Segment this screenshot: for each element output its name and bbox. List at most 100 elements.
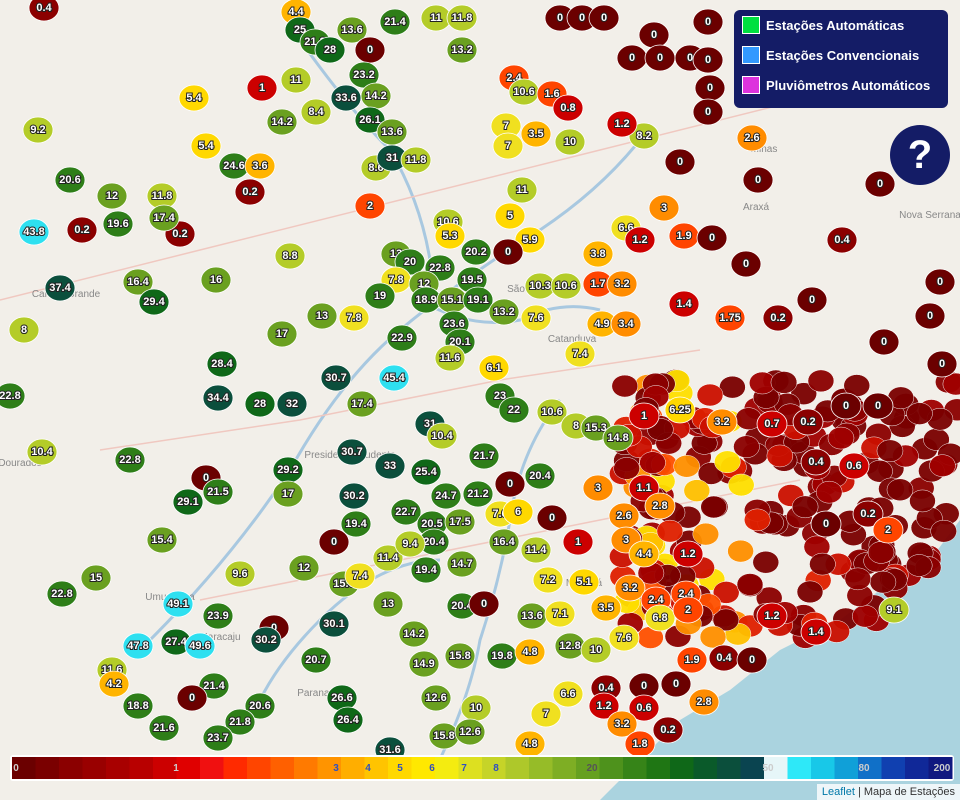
station-marker[interactable]: 2.8 — [688, 688, 720, 716]
station-marker[interactable]: 0.4 — [826, 226, 858, 254]
station-marker[interactable]: 20.4 — [446, 592, 478, 620]
station-marker[interactable]: 3.8 — [582, 240, 614, 268]
station-marker[interactable]: 43.8 — [18, 218, 50, 246]
station-marker[interactable]: 22.8 — [114, 446, 146, 474]
station-marker[interactable]: 6.8 — [644, 604, 676, 632]
station-marker[interactable]: 4.4 — [628, 540, 660, 568]
station-marker[interactable]: 21.8 — [224, 708, 256, 736]
station-marker[interactable]: 1.9 — [668, 222, 700, 250]
station-marker[interactable]: 21.4 — [198, 672, 230, 700]
station-marker[interactable]: 0 — [616, 44, 648, 72]
station-marker[interactable]: 34.4 — [202, 384, 234, 412]
station-marker[interactable]: 17.4 — [346, 390, 378, 418]
station-marker[interactable]: 27.4 — [160, 628, 192, 656]
station-marker[interactable]: 0 — [868, 328, 900, 356]
station-marker[interactable]: 10.6 — [536, 398, 568, 426]
station-marker[interactable]: 5 — [494, 202, 526, 230]
station-marker[interactable]: 3.5 — [590, 594, 622, 622]
station-marker[interactable]: 12 — [96, 182, 128, 210]
station-marker[interactable]: 2 — [354, 192, 386, 220]
station-marker[interactable]: 7 — [530, 700, 562, 728]
station-marker[interactable]: 6.1 — [478, 354, 510, 382]
station-marker[interactable]: 0 — [494, 470, 526, 498]
help-button[interactable]: ? — [890, 125, 950, 185]
station-marker[interactable]: 6.25 — [664, 396, 696, 424]
station-marker[interactable]: 26.1 — [354, 106, 386, 134]
station-marker[interactable]: 5.4 — [190, 132, 222, 160]
station-marker[interactable]: 22 — [498, 396, 530, 424]
station-marker[interactable]: 1 — [562, 528, 594, 556]
station-marker[interactable]: 30.7 — [336, 438, 368, 466]
station-marker[interactable]: 0 — [492, 238, 524, 266]
station-marker[interactable]: 3.2 — [606, 710, 638, 738]
station-marker[interactable]: 5.4 — [178, 84, 210, 112]
station-marker[interactable]: 0 — [694, 74, 726, 102]
station-marker[interactable]: 45.4 — [378, 364, 410, 392]
station-marker[interactable]: 21.2 — [462, 480, 494, 508]
station-marker[interactable]: 19.4 — [410, 556, 442, 584]
station-marker[interactable]: 12.8 — [554, 632, 586, 660]
station-marker[interactable]: 3.5 — [520, 120, 552, 148]
station-marker[interactable]: 9.1 — [878, 596, 910, 624]
station-marker[interactable]: 0.6 — [628, 694, 660, 722]
station-marker[interactable]: 19.1 — [462, 286, 494, 314]
station-marker[interactable]: 17 — [266, 320, 298, 348]
station-marker[interactable]: 15 — [80, 564, 112, 592]
station-marker[interactable]: 14.2 — [266, 108, 298, 136]
station-marker[interactable]: 22.8 — [46, 580, 78, 608]
station-marker[interactable]: 1 — [628, 402, 660, 430]
station-marker[interactable]: 21.7 — [468, 442, 500, 470]
station-marker[interactable]: 7.8 — [338, 304, 370, 332]
station-marker[interactable]: 0 — [536, 504, 568, 532]
station-marker[interactable]: 20.4 — [524, 462, 556, 490]
station-marker[interactable]: 20.7 — [300, 646, 332, 674]
station-marker[interactable]: 15.1 — [436, 286, 468, 314]
station-marker[interactable]: 0.2 — [234, 178, 266, 206]
station-marker[interactable]: 14.8 — [602, 424, 634, 452]
station-marker[interactable]: 1.7 — [582, 270, 614, 298]
station-marker[interactable]: 31 — [414, 410, 446, 438]
station-marker[interactable]: 2.6 — [608, 502, 640, 530]
station-marker[interactable]: 19.6 — [102, 210, 134, 238]
station-marker[interactable]: 8 — [8, 316, 40, 344]
station-marker[interactable]: 12.6 — [420, 684, 452, 712]
station-marker[interactable]: 13.2 — [488, 298, 520, 326]
station-marker[interactable]: 23.7 — [202, 724, 234, 752]
station-marker[interactable]: 0.2 — [852, 500, 884, 528]
station-marker[interactable]: 21.6 — [148, 714, 180, 742]
station-marker[interactable]: 13.6 — [376, 118, 408, 146]
station-marker[interactable]: 11.6 — [434, 344, 466, 372]
station-marker[interactable]: 1.4 — [800, 618, 832, 646]
station-marker[interactable]: 15.4 — [146, 526, 178, 554]
station-marker[interactable]: 15.8 — [444, 642, 476, 670]
station-marker[interactable]: 9.4 — [394, 530, 426, 558]
station-marker[interactable]: 0 — [588, 4, 620, 32]
station-marker[interactable]: 11.8 — [446, 4, 478, 32]
station-marker[interactable]: 0 — [664, 148, 696, 176]
station-marker[interactable]: 2 — [672, 596, 704, 624]
station-marker[interactable]: 30.1 — [318, 610, 350, 638]
station-marker[interactable]: 1.2 — [606, 110, 638, 138]
station-marker[interactable]: 0.4 — [28, 0, 60, 22]
station-marker[interactable]: 20.6 — [244, 692, 276, 720]
station-marker[interactable]: 0 — [736, 646, 768, 674]
station-marker[interactable]: 16.4 — [122, 268, 154, 296]
station-marker[interactable]: 0 — [696, 224, 728, 252]
station-marker[interactable]: 0 — [692, 46, 724, 74]
station-marker[interactable]: 0.4 — [800, 448, 832, 476]
station-marker[interactable]: 22.7 — [390, 498, 422, 526]
station-marker[interactable]: 7 — [490, 112, 522, 140]
station-marker[interactable]: 14.2 — [360, 82, 392, 110]
station-marker[interactable]: 16 — [200, 266, 232, 294]
station-marker[interactable]: 19.8 — [486, 642, 518, 670]
station-marker[interactable]: 3.2 — [606, 270, 638, 298]
station-marker[interactable]: 10 — [554, 128, 586, 156]
station-marker[interactable]: 13.6 — [336, 16, 368, 44]
station-marker[interactable]: 0 — [644, 44, 676, 72]
station-marker[interactable]: 11 — [506, 176, 538, 204]
station-marker[interactable]: 0 — [830, 392, 862, 420]
station-marker[interactable]: 1.9 — [676, 646, 708, 674]
station-marker[interactable]: 1.1 — [628, 474, 660, 502]
station-marker[interactable]: 18.8 — [122, 692, 154, 720]
station-marker[interactable]: 0 — [468, 590, 500, 618]
